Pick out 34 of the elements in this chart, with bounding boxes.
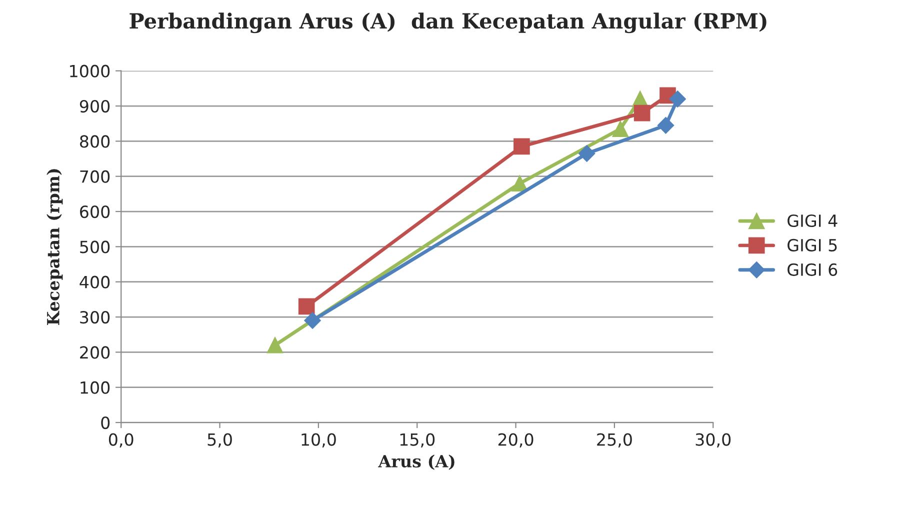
- point: [512, 175, 528, 192]
- x-tick-label: 30,0: [696, 433, 731, 448]
- y-tick-label: 600: [80, 205, 110, 218]
- y-tick-label: 100: [80, 381, 110, 394]
- point: [578, 145, 596, 162]
- point: [298, 298, 315, 315]
- point: [304, 312, 321, 329]
- y-tick-label: 900: [80, 100, 110, 113]
- y-tick-label: 0: [101, 416, 110, 430]
- y-tick-label: 800: [80, 135, 110, 148]
- y-tick-label: 500: [80, 240, 110, 254]
- legend-label: GIGI 4: [788, 214, 838, 228]
- point: [612, 120, 629, 138]
- x-tick-label: 15,0: [400, 433, 435, 448]
- y-tick-label: 400: [80, 276, 110, 288]
- point: [514, 138, 530, 155]
- chart-title: Perbandingan Arus (A) dan Kecepatan Angular (RPM): [130, 12, 766, 34]
- x-tick-label: 5,0: [208, 433, 232, 448]
- point: [266, 336, 284, 354]
- y-tick-label: 300: [80, 310, 110, 324]
- x-tick-label: 10,0: [302, 433, 336, 448]
- y-tick-label: 700: [80, 170, 110, 183]
- y-tick-label: 1000: [70, 64, 110, 78]
- point: [669, 90, 686, 108]
- legend-label: GIGI 5: [788, 238, 837, 252]
- y-tick-label: 200: [80, 346, 110, 359]
- y-axis-title: Kecepatan (rpm): [46, 169, 63, 325]
- x-tick-label: 20,0: [498, 433, 534, 448]
- x-tick-label: 0,0: [108, 433, 134, 448]
- x-axis-title: Arus (A): [378, 454, 454, 470]
- legend-label: GIGI 6: [788, 263, 838, 276]
- point: [657, 116, 674, 134]
- x-tick-label: 25,0: [597, 433, 632, 448]
- point: [634, 104, 650, 122]
